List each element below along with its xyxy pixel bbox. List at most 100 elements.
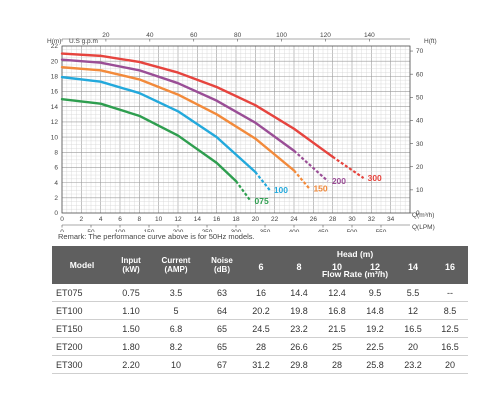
cell-noise: 65 (202, 337, 242, 356)
cell-flow: 20 (394, 337, 432, 356)
tick-label-lpm: 250 (202, 229, 213, 232)
tick-label-bottom: 8 (138, 216, 142, 223)
axis-titles: H(m) U.S g.p.m H(ft) Q(m³/h) Q(LPM) (47, 38, 437, 231)
tick-label-right: 0 (416, 210, 420, 217)
cell-input: 1.80 (112, 337, 150, 356)
table-body: ET075 0.75 3.5 63 16 14.4 12.4 9.5 5.5 -- ET100 1.1… (52, 284, 468, 374)
tick-label-lpm: 0 (60, 229, 64, 232)
tick-label-lpm: 400 (289, 229, 300, 232)
tick-label-bottom: 30 (348, 216, 356, 223)
cell-flow: 28 (242, 337, 280, 356)
cell-flow: 12.5 (432, 319, 468, 338)
series-line-200 (60, 58, 296, 152)
tick-label-left: 22 (51, 43, 59, 50)
tick-label-gpm: 60 (190, 32, 198, 39)
tick-label-lpm: 300 (231, 229, 242, 232)
cell-flow: 19.2 (356, 319, 394, 338)
head-value: 8 (296, 262, 302, 272)
series-line-300 (60, 52, 334, 159)
cell-flow: 20 (432, 355, 468, 374)
header-current-line2: (AMP) (164, 265, 188, 274)
series-dash-100 (254, 171, 271, 191)
axis-title-bottom: Q(m³/h) (412, 212, 434, 219)
cell-model: ET200 (52, 337, 112, 356)
cell-flow: 9.5 (356, 284, 394, 302)
series-label-200: 200 (332, 176, 346, 186)
tick-label-bottom: 32 (368, 216, 376, 223)
cell-noise: 64 (202, 301, 242, 320)
cell-flow: 23.2 (280, 319, 318, 338)
series-dash-150 (293, 169, 311, 190)
series-dash-300 (332, 155, 365, 179)
chart-series: 075 100 150 200 300 (60, 52, 382, 206)
cell-flow: 14.4 (280, 284, 318, 302)
cell-flow: 23.2 (394, 355, 432, 374)
tick-label-left: 10 (51, 134, 59, 141)
table-row: ET100 1.10 5 64 20.2 19.8 16.8 14.8 12 8.5 (52, 301, 468, 320)
tick-label-lpm: 50 (87, 229, 95, 232)
tick-label-left: 16 (51, 89, 59, 96)
tick-label-lpm: 100 (115, 229, 126, 232)
tick-label-right: 30 (416, 141, 424, 148)
tick-label-left: 18 (51, 74, 59, 81)
series-line-075 (60, 97, 238, 183)
axis-title-lpm: Q(LPM) (412, 224, 435, 231)
header-flow-rate: Flow Rate (m³/h) (321, 269, 389, 279)
tick-label-bottom: 2 (80, 216, 84, 223)
axis-title-left: H(m) (47, 38, 61, 45)
cell-flow: 16 (242, 284, 280, 302)
tick-label-bottom: 14 (194, 216, 202, 223)
tick-label-gpm: 20 (102, 32, 110, 39)
tick-label-bottom: 4 (99, 216, 103, 223)
tick-label-bottom: 26 (310, 216, 318, 223)
tick-label-right: 20 (416, 164, 424, 171)
plot-border (61, 45, 411, 214)
cell-input: 1.50 (112, 319, 150, 338)
tick-label-bottom: 18 (232, 216, 240, 223)
tick-label-bottom: 0 (60, 216, 64, 223)
tick-label-bottom: 28 (329, 216, 337, 223)
head-value: 16 (444, 262, 455, 272)
header-input: Input (kW) (112, 246, 150, 284)
tick-label-left: 14 (51, 104, 59, 111)
cell-noise: 63 (202, 284, 242, 302)
header-noise-line2: (dB) (214, 265, 230, 274)
cell-flow: 8.5 (432, 301, 468, 320)
table-row: ET150 1.50 6.8 65 24.5 23.2 21.5 19.2 16.5 12.5 (52, 319, 468, 338)
table-row: ET200 1.80 8.2 65 28 26.6 25 22.5 20 16.5 (52, 337, 468, 356)
cell-current: 8.2 (150, 337, 202, 356)
tick-label-bottom: 6 (118, 216, 122, 223)
axis-title-top: U.S g.p.m (69, 38, 98, 45)
series-dash-075 (235, 180, 252, 202)
header-model: Model (52, 246, 112, 284)
header-current: Current (AMP) (150, 246, 202, 284)
chart-grid (61, 45, 411, 214)
tick-label-lpm: 450 (318, 229, 329, 232)
tick-label-gpm: 80 (234, 32, 242, 39)
cell-flow: 29.8 (280, 355, 318, 374)
header-head: Head (m) (242, 246, 468, 262)
tick-label-gpm: 100 (276, 32, 287, 39)
cell-current: 3.5 (150, 284, 202, 302)
tick-label-left: 2 (54, 195, 58, 202)
tick-label-bottom: 16 (213, 216, 221, 223)
tick-label-lpm: 150 (144, 229, 155, 232)
head-value: 10 (331, 262, 342, 272)
tick-label-lpm: 350 (260, 229, 271, 232)
table-row: ET300 2.20 10 67 31.2 29.8 28 25.8 23.2 20 (52, 355, 468, 374)
tick-label-bottom: 20 (252, 216, 260, 223)
series-label-300: 300 (368, 173, 382, 183)
series-dash-200 (293, 149, 329, 182)
cell-model: ET100 (52, 301, 112, 320)
cell-flow: 16.8 (318, 301, 356, 320)
series-label-150: 150 (313, 184, 327, 194)
cell-flow: 5.5 (394, 284, 432, 302)
tick-label-bottom: 10 (155, 216, 163, 223)
header-input-line1: Input (121, 256, 141, 265)
tick-label-left: 8 (54, 149, 58, 156)
cell-model: ET075 (52, 284, 112, 302)
tick-label-right: 60 (416, 71, 424, 78)
tick-label-gpm: 40 (146, 32, 154, 39)
tick-label-bottom: 12 (174, 216, 182, 223)
